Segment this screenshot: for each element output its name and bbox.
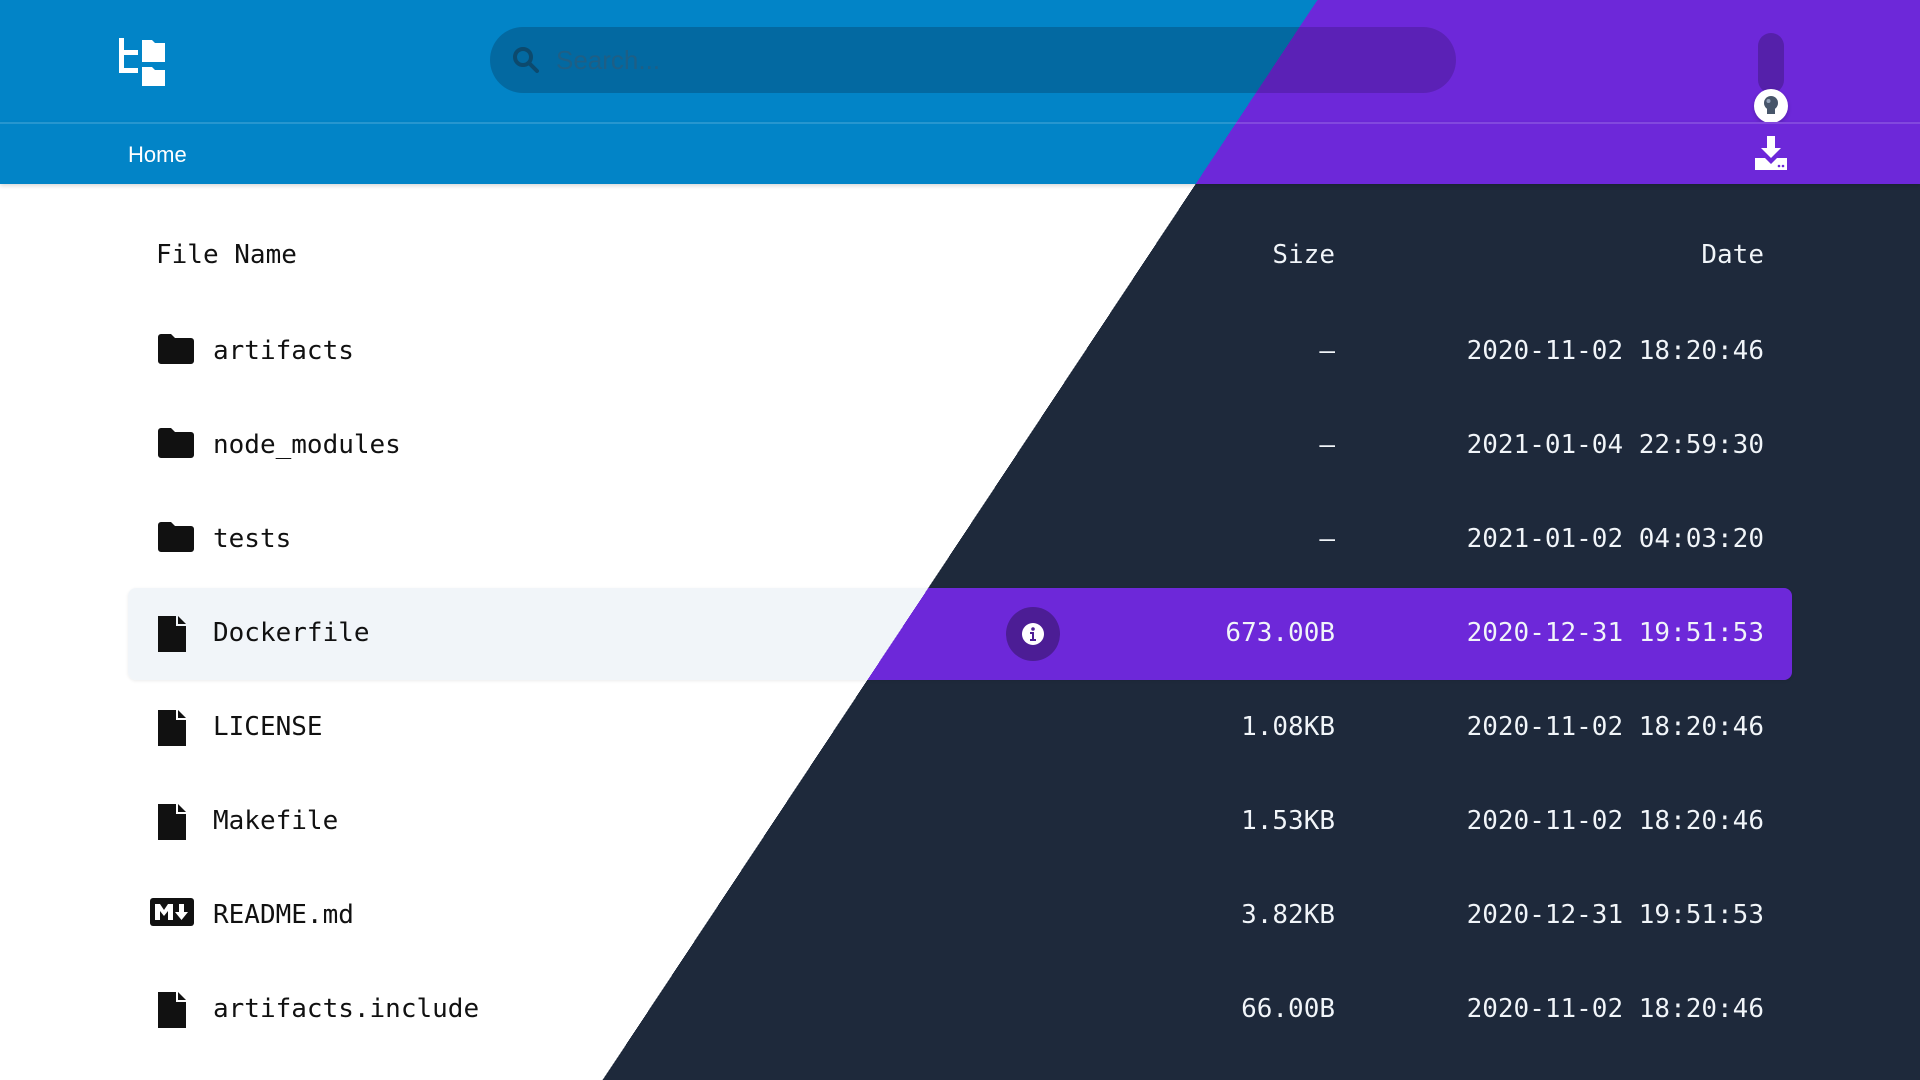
- file-icon: [158, 992, 186, 1032]
- file-date: 2020-11-02 18:20:46: [1466, 336, 1764, 366]
- file-size: 673.00B: [1225, 618, 1335, 648]
- file-name[interactable]: LICENSE: [213, 712, 323, 742]
- breadcrumb-bar: [0, 122, 1920, 184]
- theme-toggle[interactable]: [1754, 33, 1788, 123]
- file-size: 3.82KB: [1241, 900, 1335, 930]
- file-size: 66.00B: [1241, 994, 1335, 1024]
- file-icon: [158, 710, 186, 750]
- folder-icon: [158, 522, 194, 556]
- file-date: 2021-01-04 22:59:30: [1466, 430, 1764, 460]
- download-icon[interactable]: [1755, 136, 1787, 170]
- column-header-name[interactable]: File Name: [156, 240, 297, 270]
- file-name[interactable]: README.md: [213, 900, 354, 930]
- file-date: 2020-12-31 19:51:53: [1466, 618, 1764, 648]
- file-name[interactable]: Dockerfile: [213, 618, 370, 648]
- table-row[interactable]: artifacts.include 66.00B 2020-11-02 18:20:…: [128, 964, 1792, 1056]
- folder-icon: [158, 428, 194, 462]
- file-size: 1.53KB: [1241, 806, 1335, 836]
- markdown-icon: [150, 898, 194, 930]
- table-row[interactable]: README.md 3.82KB 2020-12-31 19:51:53: [128, 870, 1792, 962]
- table-row[interactable]: Makefile 1.53KB 2020-11-02 18:20:46: [128, 776, 1792, 868]
- lightbulb-icon: [1764, 96, 1778, 114]
- file-date: 2021-01-02 04:03:20: [1466, 524, 1764, 554]
- table-row[interactable]: node_modules — 2021-01-04 22:59:30: [128, 400, 1792, 492]
- file-date: 2020-12-31 19:51:53: [1466, 900, 1764, 930]
- column-header-date[interactable]: Date: [1701, 240, 1764, 270]
- info-button[interactable]: [1006, 607, 1060, 661]
- folder-tree-logo-icon[interactable]: [117, 36, 167, 86]
- file-size: —: [1319, 524, 1335, 554]
- table-row[interactable]: LICENSE 1.08KB 2020-11-02 18:20:46: [128, 682, 1792, 774]
- column-header-size[interactable]: Size: [1272, 240, 1335, 270]
- file-name[interactable]: tests: [213, 524, 292, 554]
- file-icon: [158, 804, 186, 844]
- file-date: 2020-11-02 18:20:46: [1466, 806, 1764, 836]
- file-size: —: [1319, 336, 1335, 366]
- file-size: —: [1319, 430, 1335, 460]
- toggle-track[interactable]: [1758, 33, 1784, 93]
- file-name[interactable]: artifacts.include: [213, 994, 480, 1024]
- breadcrumb-home[interactable]: Home: [128, 142, 187, 167]
- file-size: 1.08KB: [1241, 712, 1335, 742]
- search-input[interactable]: [556, 44, 1356, 76]
- folder-icon: [158, 334, 194, 368]
- toggle-knob[interactable]: [1754, 89, 1788, 123]
- file-name[interactable]: artifacts: [213, 336, 354, 366]
- file-date: 2020-11-02 18:20:46: [1466, 712, 1764, 742]
- table-row[interactable]: tests — 2021-01-02 04:03:20: [128, 494, 1792, 586]
- info-icon: [1022, 623, 1044, 645]
- top-header: [0, 0, 1920, 123]
- file-name[interactable]: node_modules: [213, 430, 401, 460]
- table-row[interactable]: Dockerfile 673.00B 2020-12-31 19:51:53: [128, 588, 1792, 680]
- search-bar[interactable]: [490, 27, 1456, 93]
- search-icon: [513, 47, 539, 73]
- file-date: 2020-11-02 18:20:46: [1466, 994, 1764, 1024]
- table-row[interactable]: artifacts — 2020-11-02 18:20:46: [128, 306, 1792, 398]
- file-icon: [158, 616, 186, 656]
- file-name[interactable]: Makefile: [213, 806, 339, 836]
